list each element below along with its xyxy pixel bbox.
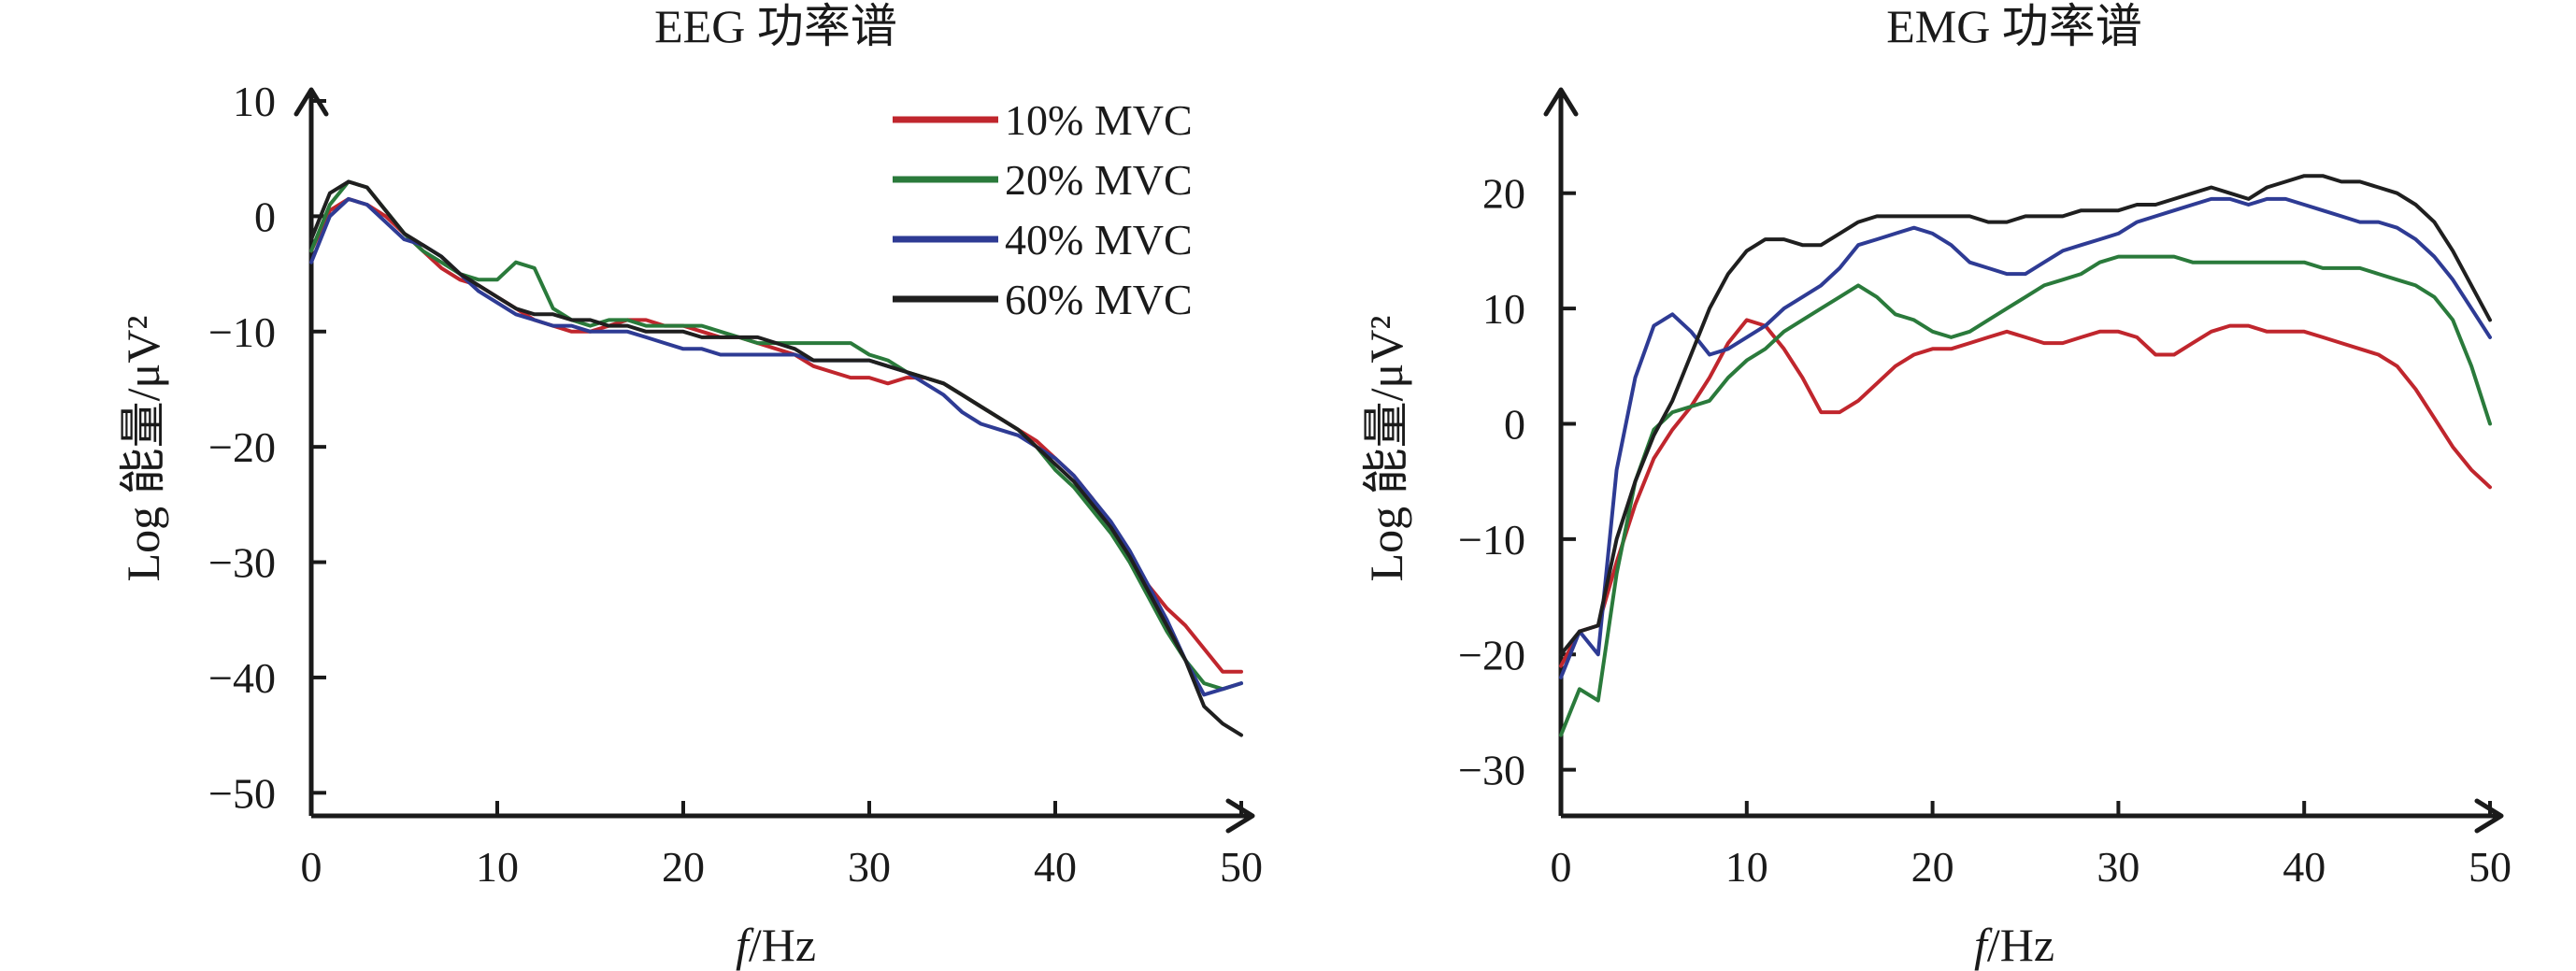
eeg-axes: 0 10 20 30 40 50 10 0 −10 −20 −30 −40 −50 bbox=[208, 78, 1263, 891]
emg-series-60-mvc bbox=[1559, 174, 2492, 657]
eeg-x-tick-label: 20 bbox=[662, 843, 705, 891]
emg-series-group bbox=[1559, 174, 2492, 737]
emg-series-10-mvc bbox=[1559, 318, 2492, 668]
emg-x-tick-label: 0 bbox=[1551, 843, 1572, 891]
emg-chart: EMG 功率谱 0 10 20 30 40 50 20 10 0 −10 −20 −30 f/Hz L… bbox=[1360, 0, 2512, 971]
eeg-x-axis-label: f/Hz bbox=[736, 919, 816, 971]
eeg-y-tick-label: −50 bbox=[208, 769, 276, 817]
legend-item-60: 60% MVC bbox=[893, 276, 1193, 323]
emg-y-tick-label: −10 bbox=[1458, 516, 1525, 564]
eeg-y-arrow-icon bbox=[293, 87, 329, 117]
svg-text:f/Hz: f/Hz bbox=[736, 919, 816, 971]
emg-x-tick-label: 30 bbox=[2097, 843, 2140, 891]
emg-x-axis-label-unit: /Hz bbox=[1987, 919, 2054, 971]
eeg-series-group bbox=[309, 179, 1243, 737]
legend-label-10: 10% MVC bbox=[1005, 96, 1193, 144]
emg-x-tick-label: 40 bbox=[2283, 843, 2326, 891]
emg-x-axis-label: f/Hz bbox=[1974, 919, 2054, 971]
eeg-y-tick-label: −20 bbox=[208, 423, 276, 471]
legend: 10% MVC 20% MVC 40% MVC 60% MVC bbox=[893, 96, 1193, 323]
eeg-y-tick-label: −10 bbox=[208, 308, 276, 356]
legend-item-10: 10% MVC bbox=[893, 96, 1193, 144]
eeg-chart-title: EEG 功率谱 bbox=[654, 0, 897, 52]
svg-text:f/Hz: f/Hz bbox=[1974, 919, 2054, 971]
eeg-x-tick-label: 0 bbox=[301, 843, 322, 891]
eeg-y-tick-label: 0 bbox=[254, 193, 276, 240]
emg-y-axis-label: Log 能量/μV² bbox=[1360, 316, 1412, 582]
legend-label-20: 20% MVC bbox=[1005, 156, 1193, 204]
eeg-x-tick-label: 30 bbox=[848, 843, 891, 891]
eeg-y-tick-label: 10 bbox=[233, 78, 276, 125]
emg-y-tick-label: −30 bbox=[1458, 747, 1525, 794]
legend-label-40: 40% MVC bbox=[1005, 216, 1193, 264]
emg-axes: 0 10 20 30 40 50 20 10 0 −10 −20 −30 bbox=[1458, 87, 2512, 891]
legend-label-60: 60% MVC bbox=[1005, 276, 1193, 323]
emg-y-tick-label: 0 bbox=[1504, 400, 1525, 448]
eeg-x-axis-label-unit: /Hz bbox=[749, 919, 816, 971]
emg-series-40-mvc bbox=[1559, 196, 2492, 679]
emg-y-tick-label: 10 bbox=[1482, 285, 1525, 333]
eeg-x-tick-label: 50 bbox=[1220, 843, 1263, 891]
eeg-x-tick-label: 10 bbox=[476, 843, 519, 891]
emg-x-tick-label: 50 bbox=[2469, 843, 2512, 891]
emg-x-arrow-icon bbox=[2474, 798, 2504, 834]
emg-x-tick-label: 20 bbox=[1911, 843, 1954, 891]
emg-y-arrow-icon bbox=[1543, 87, 1579, 117]
emg-chart-title: EMG 功率谱 bbox=[1886, 0, 2142, 52]
emg-series-20-mvc bbox=[1559, 254, 2492, 737]
eeg-chart: EEG 功率谱 0 10 20 30 40 50 10 0 −10 −20 −30 −40 −50 f/… bbox=[117, 0, 1263, 971]
eeg-y-tick-label: −30 bbox=[208, 539, 276, 587]
legend-item-20: 20% MVC bbox=[893, 156, 1193, 204]
eeg-x-tick-label: 40 bbox=[1034, 843, 1077, 891]
eeg-y-tick-label: −40 bbox=[208, 654, 276, 702]
eeg-y-axis-label: Log 能量/μV² bbox=[117, 316, 169, 582]
legend-item-40: 40% MVC bbox=[893, 216, 1193, 264]
emg-x-tick-label: 10 bbox=[1725, 843, 1768, 891]
eeg-x-arrow-icon bbox=[1225, 798, 1255, 834]
eeg-series-60-mvc bbox=[309, 179, 1243, 737]
emg-y-tick-label: 20 bbox=[1482, 170, 1525, 218]
emg-y-tick-label: −20 bbox=[1458, 631, 1525, 678]
